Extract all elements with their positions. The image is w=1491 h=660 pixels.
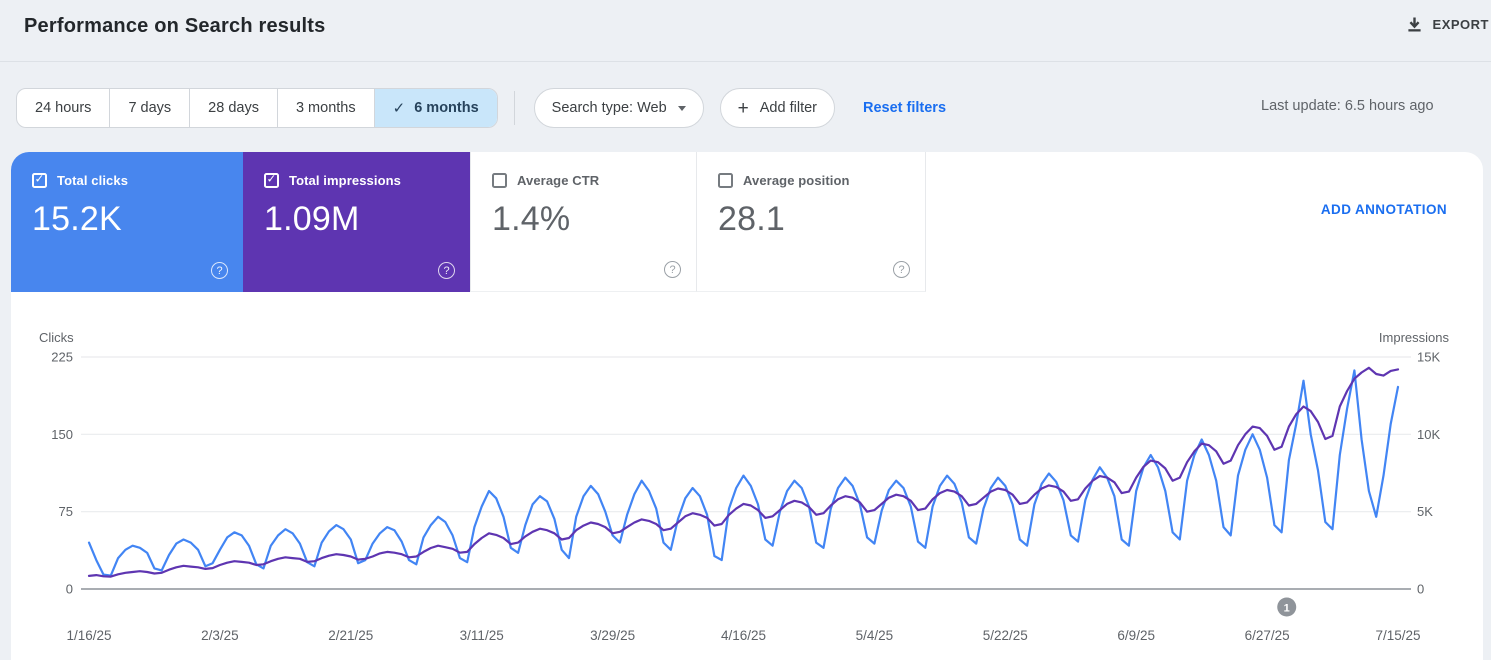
filter-toolbar: 24 hours 7 days 28 days 3 months ✓ 6 mon… [16,88,1491,128]
checkbox-average-ctr[interactable] [492,173,507,188]
x-tick-label: 2/21/25 [328,628,373,643]
toolbar-divider [513,91,515,125]
date-range-3-months[interactable]: 3 months [276,89,374,127]
metric-label: Total clicks [57,173,129,188]
left-axis-tick: 0 [66,582,73,597]
x-tick-label: 3/29/25 [590,628,635,643]
help-icon[interactable]: ? [664,261,681,278]
x-tick-label: 6/27/25 [1245,628,1290,643]
date-range-7-days[interactable]: 7 days [109,89,189,127]
right-axis-tick: 15K [1417,350,1440,365]
date-range-group: 24 hours 7 days 28 days 3 months ✓ 6 mon… [16,88,498,128]
left-axis-tick: 75 [59,504,73,519]
svg-text:1: 1 [1284,603,1290,615]
date-range-24-hours[interactable]: 24 hours [35,100,92,116]
download-icon [1407,17,1422,32]
metric-value: 15.2K [32,200,122,238]
export-button[interactable]: EXPORT [1407,17,1489,32]
total-clicks-line [87,369,1400,577]
header-divider [0,61,1491,62]
total-impressions-line [87,366,1400,578]
right-axis-title: Impressions [1379,330,1450,345]
metric-value: 28.1 [718,200,785,238]
metric-value: 1.09M [264,200,360,238]
annotation-marker[interactable]: 1 [1277,597,1297,617]
add-annotation-link[interactable]: ADD ANNOTATION [1320,202,1447,217]
last-update-text: Last update: 6.5 hours ago [1261,98,1434,114]
help-icon[interactable]: ? [438,262,455,279]
x-tick-label: 3/11/25 [460,628,504,643]
x-tick-label: 4/16/25 [721,628,766,643]
x-tick-label: 1/16/25 [66,628,111,643]
metric-card-total-impressions[interactable]: ✓ Total impressions 1.09M ? [243,152,470,292]
right-axis-tick: 0 [1417,582,1424,597]
check-icon: ✓ [392,100,406,117]
metric-label: Average CTR [517,173,600,188]
metrics-row: ✓ Total clicks 15.2K ? ✓ Total impressio… [11,152,1483,292]
x-tick-label: 5/4/25 [856,628,894,643]
metric-card-average-ctr[interactable]: Average CTR 1.4% ? [470,152,697,292]
checkbox-average-position[interactable] [718,173,733,188]
x-tick-label: 6/9/25 [1117,628,1155,643]
x-tick-label: 5/22/25 [983,628,1028,643]
page-title: Performance on Search results [24,15,326,37]
reset-filters-link[interactable]: Reset filters [863,100,947,116]
x-tick-label: 7/15/25 [1375,628,1420,643]
right-axis-tick: 10K [1417,427,1440,442]
performance-panel: ✓ Total clicks 15.2K ? ✓ Total impressio… [11,152,1483,660]
performance-chart: Clicks Impressions 0 0 75 5K 150 10K 225 15K 1/16/… [11,328,1483,660]
right-axis-tick: 5K [1417,504,1433,519]
add-filter-button[interactable]: + Add filter [719,88,835,128]
metric-card-total-clicks[interactable]: ✓ Total clicks 15.2K ? [11,152,243,292]
metric-label: Average position [743,173,850,188]
help-icon[interactable]: ? [211,262,228,279]
left-axis-tick: 225 [51,350,73,365]
help-icon[interactable]: ? [893,261,910,278]
date-range-6-months[interactable]: ✓ 6 months [373,89,497,127]
checkbox-total-clicks[interactable]: ✓ [32,173,47,188]
chevron-down-icon [677,105,686,111]
checkbox-total-impressions[interactable]: ✓ [264,173,279,188]
export-label: EXPORT [1432,17,1489,32]
date-range-28-days[interactable]: 28 days [189,89,277,127]
metric-label: Total impressions [289,173,401,188]
left-axis-tick: 150 [51,427,73,442]
left-axis-title: Clicks [39,330,74,345]
metric-card-average-position[interactable]: Average position 28.1 ? [697,152,926,292]
x-tick-label: 2/3/25 [201,628,239,643]
plus-icon: + [737,97,749,119]
search-type-dropdown[interactable]: Search type: Web [533,88,704,128]
metric-value: 1.4% [492,200,571,238]
